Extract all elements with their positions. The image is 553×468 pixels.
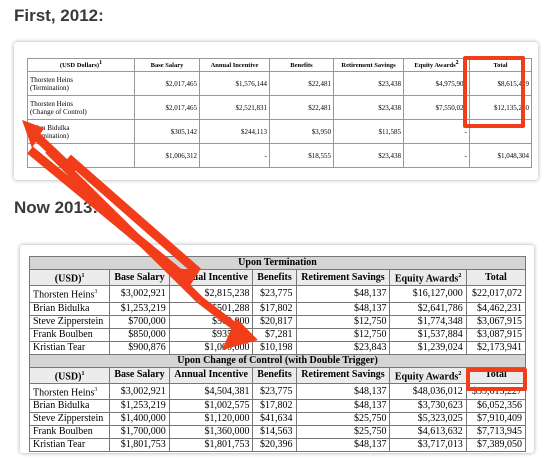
col-usd: (USD)1: [28, 268, 111, 287]
cell-benefits: $18,555: [269, 143, 334, 168]
cell-equity: $3,717,013: [389, 438, 467, 453]
table-2012-row: Thorsten Heins (Change of Control) $2,017,…: [27, 95, 532, 120]
cell-equity: $7,550,025: [403, 95, 470, 120]
cell-base: $2,017,465: [134, 71, 200, 96]
cell-base: $1,801,753: [109, 438, 170, 453]
table-row: Thorsten Heins3 $3,002,921 $4,504,381 $23,7…: [28, 382, 527, 401]
section-row: Upon Termination: [29, 256, 526, 270]
cell-retirement: $23,438: [333, 143, 404, 168]
col-usd: (USD)1: [28, 366, 111, 384]
cell-name: Thorsten Heins (Change of Control): [27, 95, 135, 120]
col-equity: Equity Awards2: [389, 268, 467, 287]
table-row: Brian Bidulka $1,253,219 $501,288 $17,802 $4…: [28, 301, 527, 316]
cell-benefits: $23,775: [252, 285, 297, 303]
cell-retirement: $23,438: [333, 71, 404, 96]
col-benefits: Benefits: [252, 268, 297, 287]
col-benefits: Benefits: [252, 366, 297, 384]
cell-retirement: $23,438: [333, 95, 404, 120]
col-equity: Equity Awards2: [403, 58, 470, 72]
table-row: Frank Boulben $1,700,000 $1,360,000 $14,563…: [28, 425, 527, 440]
cell-retirement: $48,137: [295, 285, 391, 303]
highlight-total-2012: [463, 56, 525, 128]
table-row: Brian Bidulka $1,253,219 $1,002,575 $17,802…: [28, 399, 527, 414]
col-incentive: Annual Incentive: [168, 366, 254, 384]
cell-benefits: $20,396: [252, 438, 297, 453]
heading-2013: Now 2013:: [14, 198, 99, 217]
cell-base: $1,006,312: [134, 143, 200, 168]
cell-equity: -: [403, 143, 470, 168]
cell-retirement: $48,137: [295, 438, 391, 453]
cell-name: Kristian Tear: [28, 438, 111, 453]
cell-name: Thorsten Heins3: [28, 382, 111, 401]
table-2012: (USD Dollars)1 Base Salary Annual Incent…: [27, 58, 532, 168]
header-row: (USD)1 Base Salary Annual Incentive Benefit…: [28, 268, 527, 287]
section-title: Upon Termination: [29, 256, 526, 270]
table-2013: Upon Termination (USD)1 Base Salary Annual …: [28, 256, 527, 453]
cell-equity: $48,036,012: [389, 382, 467, 401]
highlight-total-2013: [466, 368, 527, 391]
cell-total: $1,048,304: [469, 143, 532, 168]
cell-benefits: $23,775: [252, 382, 297, 401]
cell-base: $2,017,465: [134, 95, 200, 120]
col-base: Base Salary: [109, 366, 170, 384]
cell-total: $22,017,072: [465, 285, 527, 303]
cell-incentive: -: [199, 143, 270, 168]
cell-equity: $16,127,000: [389, 285, 467, 303]
cell-equity: $4,975,901: [403, 71, 470, 96]
section-row: Upon Change of Control (with Double Trig…: [29, 353, 526, 368]
cell-total: $7,389,050: [465, 438, 527, 453]
col-base: Base Salary: [109, 268, 170, 287]
heading-2012: First, 2012:: [14, 6, 104, 25]
table-row: Thorsten Heins3 $3,002,921 $2,815,238 $23,7…: [28, 285, 527, 303]
table-2012-row: $1,006,312- $18,555 $23,438- $1,048,304: [27, 143, 532, 168]
table-2012-row: Thorsten Heins (Termination) $2,017,465 $1,…: [27, 71, 532, 96]
cell-name: Thorsten Heins3: [28, 285, 111, 303]
col-equity: Equity Awards2: [389, 366, 467, 384]
section-title: Upon Change of Control (with Double Trig…: [29, 353, 526, 368]
arrow-to-heins-change-of-control: [45, 147, 258, 350]
cell-retirement: $48,137: [295, 382, 391, 401]
table-row: Kristian Tear $1,801,753 $1,801,753 $20,396…: [28, 438, 527, 453]
cell-incentive: $244,113: [199, 119, 270, 144]
cell-benefits: $22,481: [269, 71, 334, 96]
